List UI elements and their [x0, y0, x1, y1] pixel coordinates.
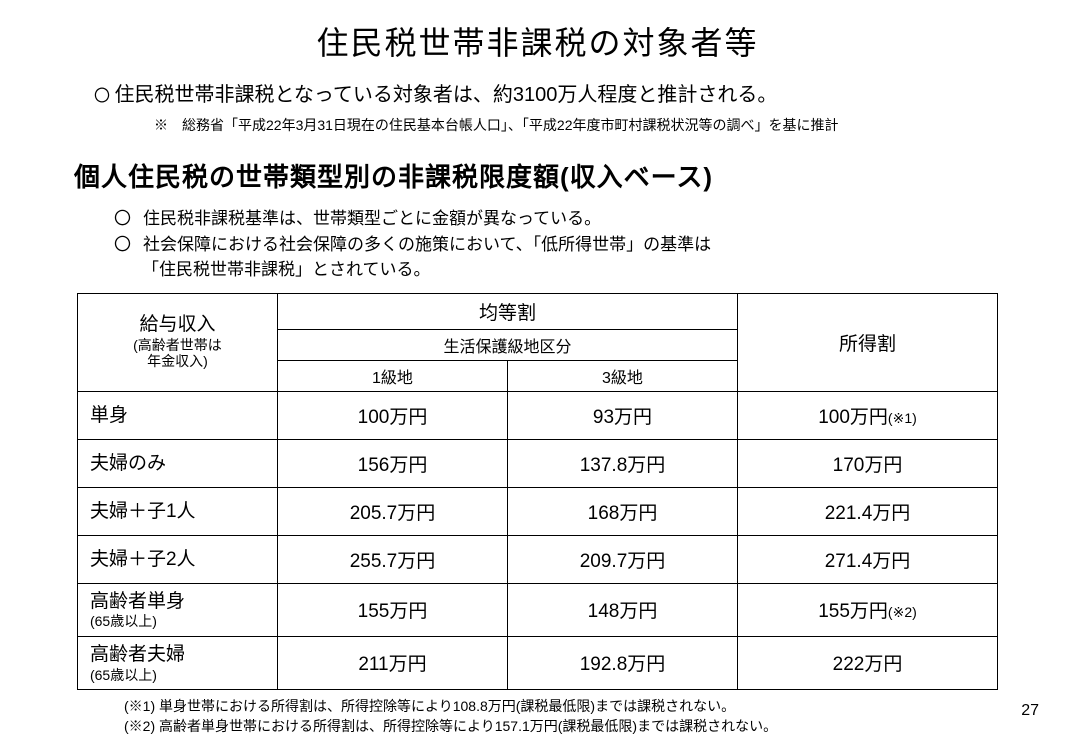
cell-suffix: (※2) [888, 604, 917, 620]
row-label-main: 夫婦＋子2人 [90, 549, 196, 570]
source-note: ※ 総務省「平成22年3月31日現在の住民基本台帳人口」、「平成22年度市町村課… [34, 115, 1041, 135]
page-title: 住民税世帯非課税の対象者等 [34, 18, 1041, 64]
cell-value: 100万円 [277, 391, 507, 439]
lead-line: 〇 住民税世帯非課税となっている対象者は、約3100万人程度と推計される。 [34, 78, 1041, 107]
cell-value: 170万円 [738, 439, 998, 487]
cell-value: 148万円 [507, 583, 737, 636]
table-row: 高齢者単身(65歳以上)155万円148万円155万円(※2) [77, 583, 997, 636]
cell-value: 222万円 [738, 636, 998, 689]
cell-c3: 222万円 [833, 654, 903, 675]
row-label-main: 夫婦のみ [90, 453, 166, 474]
footnotes: (※1) 単身世帯における所得割は、所得控除等により108.8万円(課税最低限)… [34, 696, 1041, 737]
cell-c3: 155万円 [818, 601, 888, 622]
row-label-main: 高齢者単身 [90, 591, 185, 612]
cell-value: 155万円 [277, 583, 507, 636]
lead-text-underlined: 約3100万人程度と推計 [493, 84, 698, 106]
bullet-circle-icon: 〇 [94, 82, 110, 106]
cell-c3: 100万円 [818, 407, 888, 428]
table-row: 夫婦＋子1人 205.7万円168万円 221.4万円 [77, 487, 997, 535]
th-kinto: 均等割 [277, 293, 737, 329]
cell-value: 209.7万円 [507, 535, 737, 583]
footnote-2: (※2) 高齢者単身世帯における所得割は、所得控除等により157.1万円(課税最… [124, 716, 1041, 736]
th-income-main: 給与収入 [139, 314, 215, 335]
cell-suffix: (※1) [888, 410, 917, 426]
bullet-1-text: 住民税非課税基準は、世帯類型ごとに金額が異なっている。 [143, 209, 601, 228]
threshold-table: 給与収入 (高齢者世帯は年金収入) 均等割 所得割 生活保護級地区分 1級地 3… [77, 293, 998, 691]
table-row: 高齢者夫婦 (65歳以上) 211万円192.8万円 222万円 [77, 636, 997, 689]
bullet-circle-icon: 〇 [114, 232, 131, 258]
cell-value: 93万円 [507, 391, 737, 439]
table-row: 夫婦のみ 156万円137.8万円 170万円 [77, 439, 997, 487]
bullet-1: 〇住民税非課税基準は、世帯類型ごとに金額が異なっている。 [34, 206, 1041, 232]
section-subtitle: 個人住民税の世帯類型別の非課税限度額(収入ベース) [34, 157, 1041, 194]
bullet-circle-icon: 〇 [114, 206, 131, 232]
cell-value: 271.4万円 [738, 535, 998, 583]
row-label: 夫婦＋子1人 [77, 487, 277, 535]
cell-c3: 271.4万円 [825, 551, 911, 572]
th-kubun: 生活保護級地区分 [277, 329, 737, 360]
cell-value: 211万円 [277, 636, 507, 689]
cell-c3: 221.4万円 [825, 503, 911, 524]
row-label: 高齢者夫婦 (65歳以上) [77, 636, 277, 689]
footnote-1: (※1) 単身世帯における所得割は、所得控除等により108.8万円(課税最低限)… [124, 696, 1041, 716]
cell-value: 155万円(※2) [738, 583, 998, 636]
row-label: 単身 [77, 391, 277, 439]
bullet-2-cont: 「住民税世帯非課税」とされている。 [34, 257, 1041, 283]
row-label-main: 夫婦＋子1人 [90, 501, 196, 522]
cell-value: 168万円 [507, 487, 737, 535]
cell-value: 137.8万円 [507, 439, 737, 487]
row-label: 夫婦＋子2人 [77, 535, 277, 583]
cell-value: 221.4万円 [738, 487, 998, 535]
th-income: 給与収入 (高齢者世帯は年金収入) [77, 293, 277, 391]
row-label: 夫婦のみ [77, 439, 277, 487]
cell-value: 205.7万円 [277, 487, 507, 535]
page-number: 27 [1021, 702, 1039, 720]
cell-value: 156万円 [277, 439, 507, 487]
th-3kyu: 3級地 [507, 360, 737, 391]
cell-c3: 170万円 [833, 455, 903, 476]
table-row: 夫婦＋子2人 255.7万円209.7万円 271.4万円 [77, 535, 997, 583]
cell-value: 255.7万円 [277, 535, 507, 583]
row-label: 高齢者単身 (65歳以上) [77, 583, 277, 636]
th-shotoku: 所得割 [738, 293, 998, 391]
cell-value: 100万円(※1) [738, 391, 998, 439]
th-1kyu: 1級地 [277, 360, 507, 391]
th-income-sub: (高齢者世帯は年金収入) [78, 337, 277, 371]
row-label-main: 単身 [90, 405, 128, 426]
row-label-main: 高齢者夫婦 [90, 644, 185, 665]
row-label-age: (65歳以上) [90, 668, 267, 683]
table-row: 単身100万円93万円100万円(※1) [77, 391, 997, 439]
row-label-age: (65歳以上) [90, 614, 267, 629]
bullet-2: 〇社会保障における社会保障の多くの施策において、「低所得世帯」の基準は [34, 232, 1041, 258]
lead-text-pre: 住民税世帯非課税となっている対象者は、 [114, 84, 492, 106]
bullet-2-text: 社会保障における社会保障の多くの施策において、「低所得世帯」の基準は [143, 235, 711, 254]
lead-text-post: される。 [697, 84, 777, 106]
cell-value: 192.8万円 [507, 636, 737, 689]
